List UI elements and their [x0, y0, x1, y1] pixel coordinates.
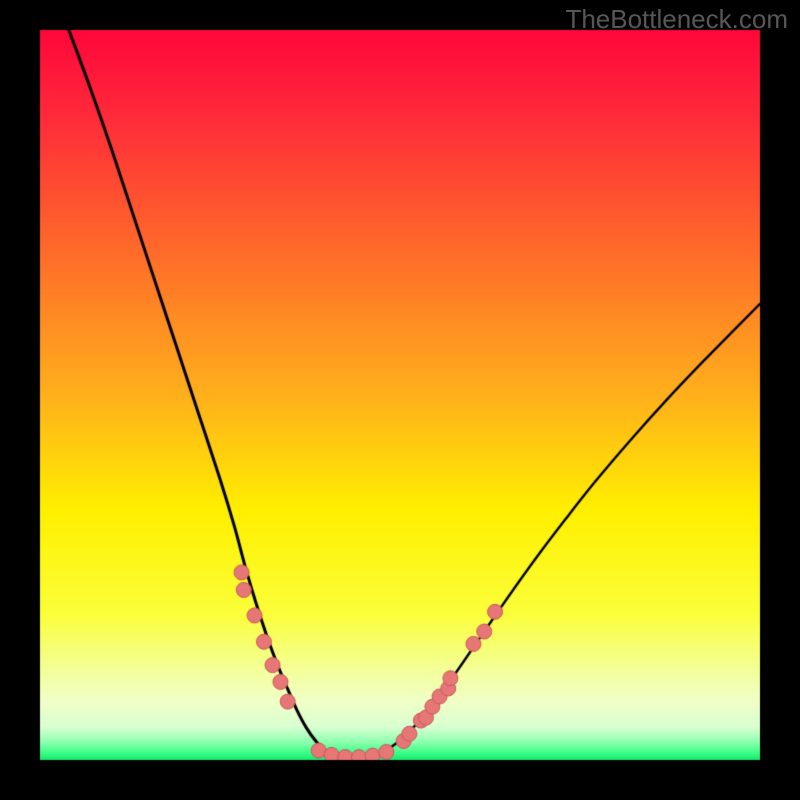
watermark-text: TheBottleneck.com	[565, 4, 788, 35]
bottleneck-chart-canvas	[0, 0, 800, 800]
chart-stage: TheBottleneck.com	[0, 0, 800, 800]
